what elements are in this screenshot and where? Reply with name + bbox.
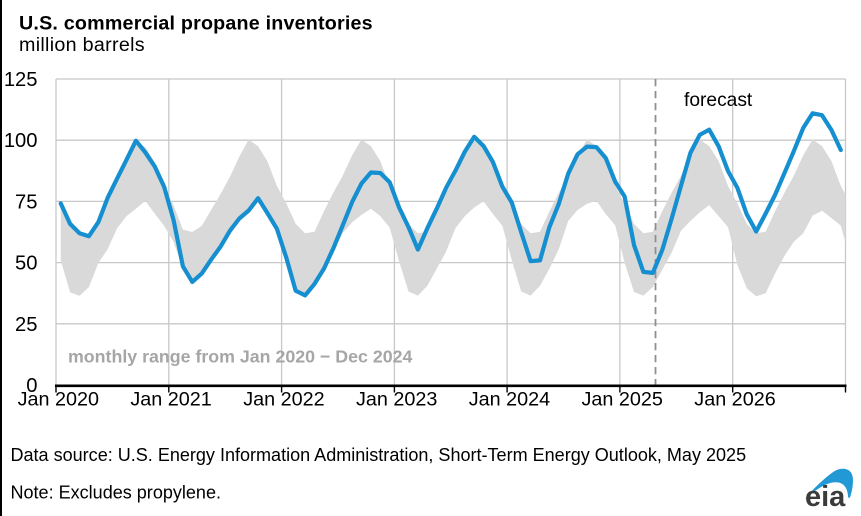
- svg-text:Jan 2022: Jan 2022: [243, 389, 324, 411]
- svg-text:Data source: U.S. Energy Infor: Data source: U.S. Energy Information Adm…: [11, 445, 747, 465]
- svg-text:Jan 2025: Jan 2025: [581, 389, 662, 411]
- svg-text:Jan 2021: Jan 2021: [130, 389, 211, 411]
- svg-text:U.S. commercial propane invent: U.S. commercial propane inventories: [19, 13, 373, 35]
- svg-text:100: 100: [4, 130, 38, 152]
- svg-text:Note: Excludes propylene.: Note: Excludes propylene.: [11, 483, 222, 503]
- svg-text:0: 0: [26, 375, 37, 397]
- svg-text:Jan 2023: Jan 2023: [356, 389, 437, 411]
- svg-text:50: 50: [15, 253, 37, 275]
- svg-text:forecast: forecast: [684, 90, 753, 111]
- svg-text:monthly range from Jan 2020 −: monthly range from Jan 2020 − Dec 2024: [68, 347, 413, 367]
- svg-text:75: 75: [15, 191, 37, 213]
- svg-text:eia: eia: [805, 481, 846, 513]
- svg-text:125: 125: [4, 69, 38, 91]
- svg-text:Jan 2024: Jan 2024: [469, 389, 550, 411]
- svg-text:25: 25: [15, 314, 37, 336]
- svg-text:Jan 2020: Jan 2020: [18, 389, 99, 411]
- svg-text:Jan 2026: Jan 2026: [694, 389, 775, 411]
- svg-text:million barrels: million barrels: [19, 34, 145, 56]
